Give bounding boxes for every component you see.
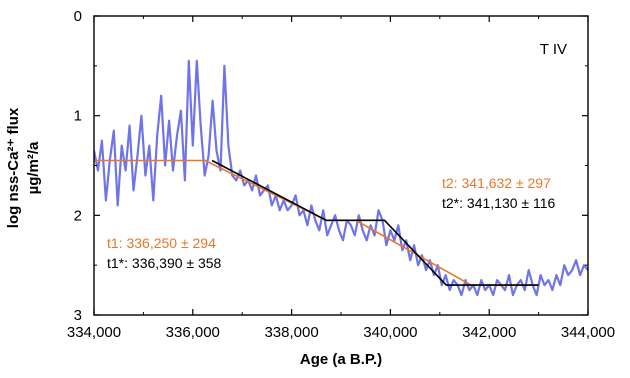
annotation-t1-star: t1*: 336,390 ± 358 bbox=[107, 255, 222, 271]
panel-label: T IV bbox=[540, 41, 567, 58]
annotation-t2: t2: 341,632 ± 297 bbox=[442, 175, 551, 191]
y-axis-title: log nss-Ca²⁺ flux bbox=[5, 107, 22, 228]
y-tick-label: 2 bbox=[74, 207, 82, 224]
y-axis-unit: µg/m²/a bbox=[25, 141, 42, 194]
x-tick-label: 342,000 bbox=[462, 324, 516, 341]
x-tick-label: 344,000 bbox=[561, 324, 615, 341]
annotation-t1: t1: 336,250 ± 294 bbox=[107, 235, 216, 251]
series-ramp-fit-star bbox=[211, 159, 539, 286]
x-tick-label: 340,000 bbox=[363, 324, 417, 341]
annotation-t2-star: t2*: 341,130 ± 116 bbox=[442, 195, 556, 211]
y-tick-label: 0 bbox=[74, 8, 82, 25]
x-tick-label: 338,000 bbox=[264, 324, 318, 341]
series-record bbox=[94, 59, 588, 297]
x-axis-title: Age (a B.P.) bbox=[300, 351, 382, 368]
y-tick-label: 1 bbox=[74, 108, 82, 125]
axes: 334,000 336,000 338,000 340,000 342,000 344,0… bbox=[67, 8, 615, 341]
x-tick-label: 336,000 bbox=[166, 324, 220, 341]
y-tick-label: 3 bbox=[74, 307, 82, 324]
plot-area bbox=[94, 59, 588, 297]
x-tick-label: 334,000 bbox=[67, 324, 121, 341]
